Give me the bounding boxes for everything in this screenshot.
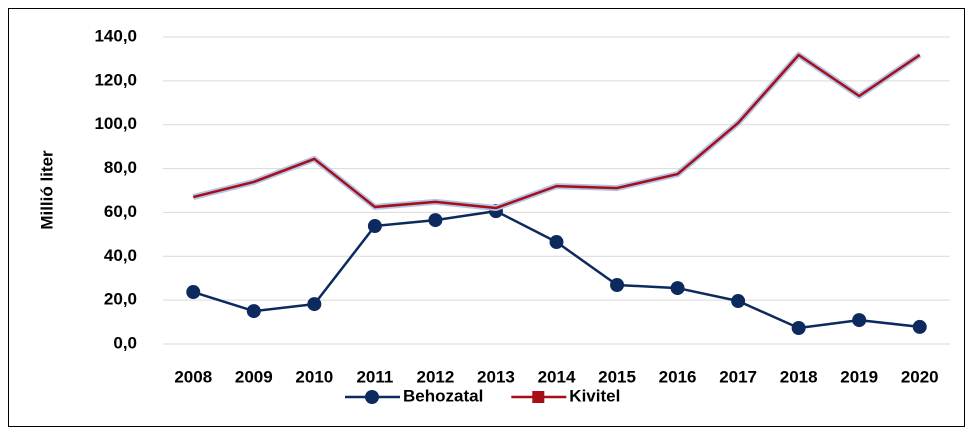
x-tick-label: 2017 <box>719 367 757 386</box>
y-tick-label: 140,0 <box>94 26 137 45</box>
y-tick-label: 40,0 <box>104 246 137 265</box>
x-tick-label: 2008 <box>174 367 212 386</box>
marker <box>912 319 927 334</box>
marker <box>246 304 261 319</box>
legend-label: Kivitel <box>569 386 620 405</box>
legend-label: Behozatal <box>403 386 483 405</box>
series-line <box>192 53 921 210</box>
x-tick-label: 2020 <box>901 367 939 386</box>
y-tick-label: 0,0 <box>113 333 137 352</box>
marker <box>791 320 806 335</box>
x-tick-label: 2009 <box>235 367 273 386</box>
y-tick-label: 20,0 <box>104 290 137 309</box>
marker <box>428 213 443 228</box>
marker <box>307 297 322 312</box>
marker <box>852 313 867 328</box>
x-tick-label: 2013 <box>477 367 515 386</box>
marker <box>670 281 685 296</box>
marker <box>731 294 746 309</box>
y-tick-label: 100,0 <box>94 114 137 133</box>
marker <box>186 285 201 300</box>
x-tick-label: 2019 <box>840 367 878 386</box>
x-tick-label: 2012 <box>417 367 455 386</box>
y-tick-label: 120,0 <box>94 70 137 89</box>
y-axis-title: Millió liter <box>37 150 56 230</box>
marker <box>549 235 564 250</box>
chart-border <box>8 8 965 427</box>
marker <box>367 219 382 234</box>
y-tick-label: 60,0 <box>104 202 137 221</box>
x-tick-label: 2014 <box>538 367 576 386</box>
x-tick-label: 2018 <box>780 367 818 386</box>
legend-marker <box>532 391 545 403</box>
x-tick-label: 2016 <box>659 367 697 386</box>
x-tick-label: 2015 <box>598 367 636 386</box>
y-tick-label: 80,0 <box>104 158 137 177</box>
x-tick-label: 2010 <box>295 367 333 386</box>
marker <box>610 278 625 293</box>
legend-marker <box>365 390 379 404</box>
x-tick-label: 2011 <box>356 367 393 386</box>
